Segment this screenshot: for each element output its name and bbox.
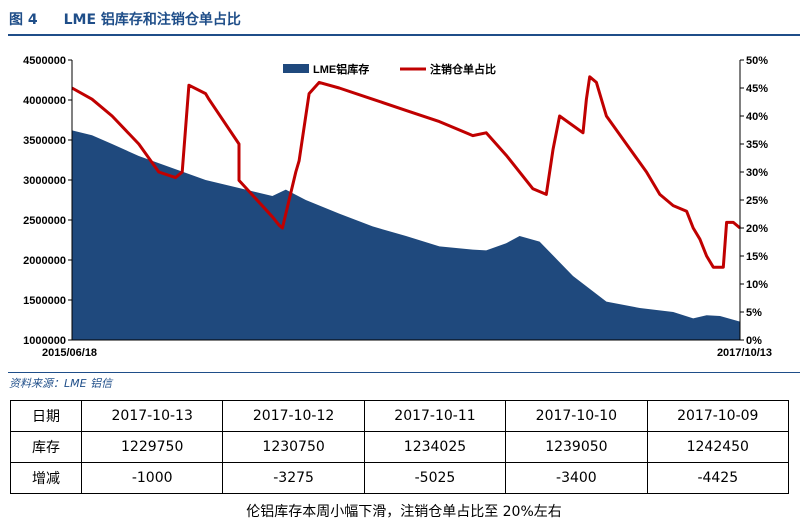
y-left-tick-label: 1000000 (23, 335, 66, 347)
source-note: 资料来源：LME 铝信 (9, 377, 113, 390)
y-left-tick-label: 4500000 (23, 55, 66, 67)
y-right-tick-label: 0% (746, 335, 762, 347)
table-cell: -4425 (646, 462, 790, 494)
x-start-label: 2015/06/18 (42, 347, 97, 359)
table-row: 增减 -1000 -3275 -5025 -3400 -4425 (10, 462, 790, 494)
y-right-tick-label: 5% (746, 307, 762, 319)
table-header-cell: 日期 (10, 400, 82, 432)
table-cell: 1230750 (222, 431, 365, 463)
y-right-tick-label: 50% (746, 55, 768, 67)
table-header-cell: 2017-10-13 (80, 400, 224, 432)
table-row-label: 库存 (10, 431, 82, 463)
figure-title-text: LME 铝库存和注销仓单占比 (63, 12, 241, 28)
table-cell: 1239050 (505, 431, 648, 463)
legend-label-inventory: LME铝库存 (313, 62, 369, 76)
y-left-tick-label: 3500000 (23, 135, 66, 147)
caption: 伦铝库存本周小幅下滑，注销仓单占比至 20%左右 (246, 504, 562, 520)
table-cell: -5025 (363, 462, 507, 494)
inventory-chart: 1000000 1500000 2000000 2500000 3000000 35000… (23, 55, 772, 359)
figure-number: 图 4 (9, 12, 38, 28)
y-left-tick-label: 2500000 (23, 215, 66, 227)
x-end-label: 2017/10/13 (717, 347, 772, 359)
y-right-tick-label: 30% (746, 167, 768, 179)
table-header-cell: 2017-10-09 (646, 400, 790, 432)
y-right-tick-label: 40% (746, 111, 768, 123)
title-divider (8, 34, 800, 36)
table-header-cell: 2017-10-12 (222, 400, 365, 432)
table-header-row: 日期 2017-10-13 2017-10-12 2017-10-11 2017… (10, 400, 790, 432)
table-row-label: 增减 (10, 462, 82, 494)
inventory-area (72, 130, 740, 340)
inventory-table: 日期 2017-10-13 2017-10-12 2017-10-11 2017… (10, 400, 790, 494)
figure-title: 图 4 LME 铝库存和注销仓单占比 (9, 9, 241, 29)
y-right-tick-label: 20% (746, 223, 768, 235)
cancelled-warrant-line (71, 75, 741, 269)
y-left-tick-label: 2000000 (23, 255, 66, 267)
y-right-tick-label: 45% (746, 83, 768, 95)
legend-label-cancelled: 注销仓单占比 (430, 62, 496, 76)
y-left-tick-label: 3000000 (23, 175, 66, 187)
table-row: 库存 1229750 1230750 1234025 1239050 12424… (10, 431, 790, 463)
y-left-tick-label: 1500000 (23, 295, 66, 307)
table-cell: -3400 (505, 462, 648, 494)
y-right-tick-label: 10% (746, 279, 768, 291)
legend-swatch-inventory (283, 64, 309, 73)
table-header-cell: 2017-10-11 (363, 400, 507, 432)
table-cell: -3275 (222, 462, 365, 494)
source-divider (8, 372, 800, 373)
table-header-cell: 2017-10-10 (505, 400, 648, 432)
table-cell: 1229750 (80, 431, 224, 463)
table-cell: 1234025 (363, 431, 507, 463)
y-right-tick-label: 25% (746, 195, 768, 207)
table-cell: -1000 (80, 462, 224, 494)
table-cell: 1242450 (646, 431, 790, 463)
y-left-tick-label: 4000000 (23, 95, 66, 107)
y-right-tick-label: 15% (746, 251, 768, 263)
y-right-tick-label: 35% (746, 139, 768, 151)
